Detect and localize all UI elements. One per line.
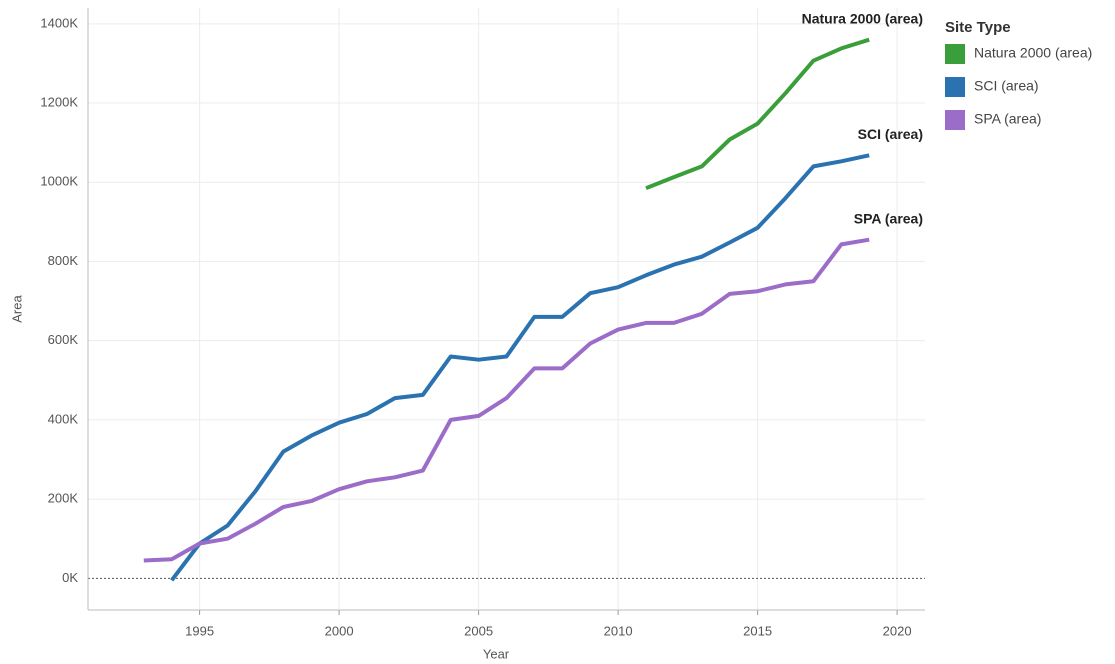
x-tick-label: 2005: [464, 623, 493, 638]
y-tick-label: 0K: [62, 570, 78, 585]
x-axis-label: Year: [483, 646, 510, 661]
line-series: [645, 37, 870, 191]
y-tick-label: 600K: [48, 332, 79, 347]
legend-swatch: [945, 44, 965, 64]
y-tick-label: 1200K: [40, 94, 78, 109]
x-tick-label: 2000: [325, 623, 354, 638]
x-tick-label: 1995: [185, 623, 214, 638]
y-tick-label: 1400K: [40, 15, 78, 30]
y-tick-label: 400K: [48, 411, 79, 426]
x-tick-label: 2015: [743, 623, 772, 638]
line-series: [143, 237, 870, 563]
line-series: [170, 153, 870, 582]
y-tick-label: 200K: [48, 491, 79, 506]
y-axis-label: Area: [9, 295, 24, 323]
legend-swatch: [945, 77, 965, 97]
end-label: SPA (area): [854, 210, 923, 226]
y-tick-label: 800K: [48, 253, 79, 268]
y-tick-label: 1000K: [40, 174, 78, 189]
end-label: Natura 2000 (area): [802, 10, 923, 26]
legend-label: SPA (area): [974, 111, 1041, 127]
legend-label: Natura 2000 (area): [974, 45, 1092, 61]
legend-label: SCI (area): [974, 78, 1039, 94]
x-tick-label: 2020: [883, 623, 912, 638]
legend-swatch: [945, 110, 965, 130]
end-label: SCI (area): [858, 126, 923, 142]
legend-title: Site Type: [945, 19, 1011, 36]
x-tick-label: 2010: [604, 623, 633, 638]
